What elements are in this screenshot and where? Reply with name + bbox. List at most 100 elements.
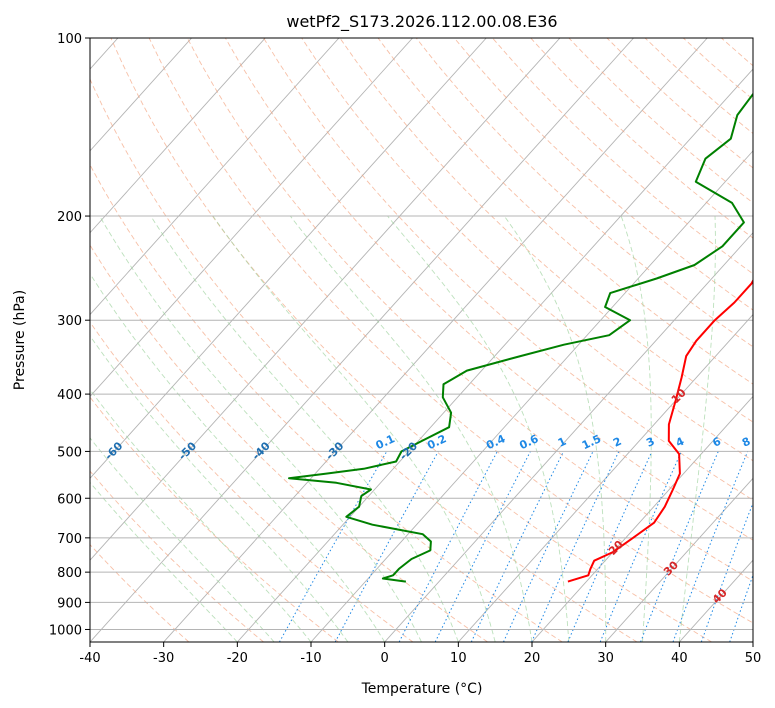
dry-adiabat-line — [606, 38, 753, 169]
moist-adiabat-line — [289, 215, 533, 642]
dry-adiabat-line — [225, 38, 753, 541]
isotherm-line — [678, 559, 753, 642]
mixing-ratio-line — [434, 451, 531, 642]
moist-adiabat-line — [387, 215, 570, 642]
isotherm-line — [90, 38, 487, 479]
moist-adiabat-line — [90, 335, 349, 642]
x-tick-label: 0 — [381, 651, 389, 666]
dry-adiabat-line — [110, 38, 712, 642]
mixing-ratio-line — [640, 451, 719, 642]
moist-adiabat-line — [90, 481, 238, 642]
isotherm-line — [236, 68, 753, 642]
chart-title: wetPf2_S173.2026.112.00.08.E36 — [286, 12, 557, 32]
dry-adiabat-line — [415, 38, 753, 348]
moist-adiabat-line — [503, 215, 607, 642]
x-tick-label: 30 — [597, 651, 614, 666]
dry-adiabat-line — [90, 321, 414, 642]
dry-adiabat-line — [377, 38, 753, 385]
y-axis-title: Pressure (hPa) — [12, 290, 28, 390]
moist-adiabat-line — [99, 215, 422, 642]
x-tick-label: -40 — [79, 651, 100, 666]
isotherm-line — [90, 38, 634, 642]
mixing-ratio-label: 4 — [674, 435, 687, 450]
mixing-ratio-label: 6 — [711, 435, 724, 450]
mixing-ratio-label: 0.1 — [374, 432, 397, 452]
moist-adiabat-line — [90, 437, 275, 642]
plot-frame — [89, 37, 754, 643]
y-tick-label: 900 — [57, 596, 82, 611]
x-tick-label: 40 — [671, 651, 688, 666]
y-tick-label: 1000 — [49, 623, 82, 638]
dry-adiabat-line — [148, 38, 753, 624]
mixing-ratio-label: 8 — [740, 435, 752, 450]
isotherm-line — [163, 38, 708, 642]
x-tick-label: 20 — [524, 651, 541, 666]
mixing-ratio-line — [567, 451, 653, 642]
x-tick-label: 10 — [450, 651, 467, 666]
dry-adiabat-line — [263, 38, 753, 501]
dry-adiabat-line — [453, 38, 753, 311]
mixing-ratio-label: 1 — [556, 435, 568, 450]
y-tick-label: 500 — [57, 445, 82, 460]
y-tick-label: 200 — [57, 210, 82, 225]
mixing-ratio-line — [599, 451, 682, 642]
mixing-ratio-line — [729, 573, 753, 642]
isotherm-line — [752, 641, 753, 642]
y-tick-label: 300 — [57, 314, 82, 329]
x-tick-label: -20 — [227, 651, 248, 666]
isotherm-line — [384, 232, 753, 642]
x-axis-title: Temperature (°C) — [361, 681, 483, 697]
dry-adiabat-line — [530, 38, 753, 239]
isotherm-line — [90, 38, 561, 561]
y-tick-label: 400 — [57, 388, 82, 403]
mixing-ratio-line — [334, 451, 439, 642]
mixing-ratio-line — [470, 451, 565, 642]
y-tick-label: 700 — [57, 532, 82, 547]
moist-adiabat-line — [150, 215, 459, 642]
x-tick-label: -30 — [153, 651, 174, 666]
isotherm-label: -70 — [29, 439, 52, 462]
moist-adiabat-line — [90, 388, 312, 642]
y-tick-label: 600 — [57, 492, 82, 507]
dry-adiabat-line — [568, 38, 753, 204]
isotherm-line — [457, 313, 753, 642]
mixing-ratio-label: 0.4 — [484, 432, 507, 452]
moist-adiabat-line — [620, 215, 652, 642]
dry-adiabat-line — [90, 396, 339, 642]
isotherm-line — [531, 395, 753, 642]
mixing-ratio-label: 0.2 — [425, 432, 448, 452]
mixing-ratio-line — [531, 451, 620, 642]
y-tick-label: 100 — [57, 32, 82, 47]
mixing-ratio-line — [503, 451, 594, 642]
isotherm-line — [605, 477, 753, 642]
x-tick-label: 50 — [745, 651, 762, 666]
mixing-ratio-label: 3 — [644, 435, 656, 450]
dry-adiabat-line — [186, 38, 753, 582]
dry-adiabat-line — [90, 543, 190, 642]
y-tick-label: 800 — [57, 566, 82, 581]
dry-adiabat-line — [90, 470, 264, 642]
mixing-ratio-line — [398, 451, 498, 642]
dewpoint-profile-line — [288, 92, 753, 583]
dry-adiabat-line — [90, 244, 488, 642]
isotherm-line — [90, 38, 413, 398]
dry-adiabat-line — [90, 77, 638, 642]
temperature-profile-line — [567, 278, 753, 583]
isotherm-line — [90, 38, 192, 152]
mixing-ratio-line — [758, 451, 775, 642]
dry-adiabat-line — [339, 38, 753, 423]
mixing-ratio-label: 1.5 — [580, 432, 603, 452]
moist-adiabat-line — [678, 215, 716, 642]
mixing-ratio-label: 0.6 — [517, 432, 540, 452]
dry-adiabat-line — [301, 38, 753, 462]
mixing-ratio-label: 10 — [762, 433, 775, 451]
mixing-ratio-line — [278, 451, 388, 642]
mixing-ratio-line — [700, 501, 753, 642]
mixing-ratio-line — [672, 451, 749, 642]
x-tick-label: -10 — [300, 651, 321, 666]
isotherm-line — [90, 38, 340, 316]
moist-adiabat-line — [212, 215, 496, 642]
isotherm-line — [310, 150, 753, 642]
moist-adiabat-line — [90, 272, 386, 642]
